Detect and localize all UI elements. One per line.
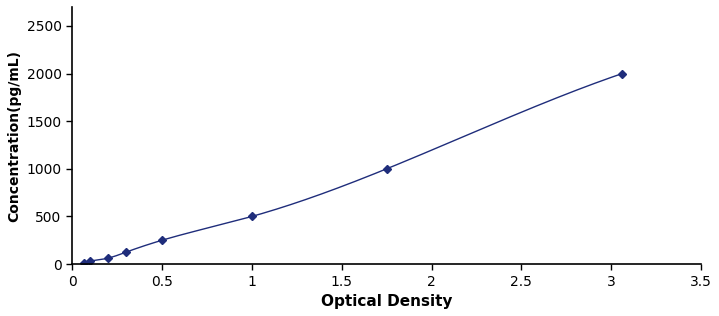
Y-axis label: Concentration(pg/mL): Concentration(pg/mL) bbox=[7, 50, 21, 222]
X-axis label: Optical Density: Optical Density bbox=[321, 294, 452, 309]
